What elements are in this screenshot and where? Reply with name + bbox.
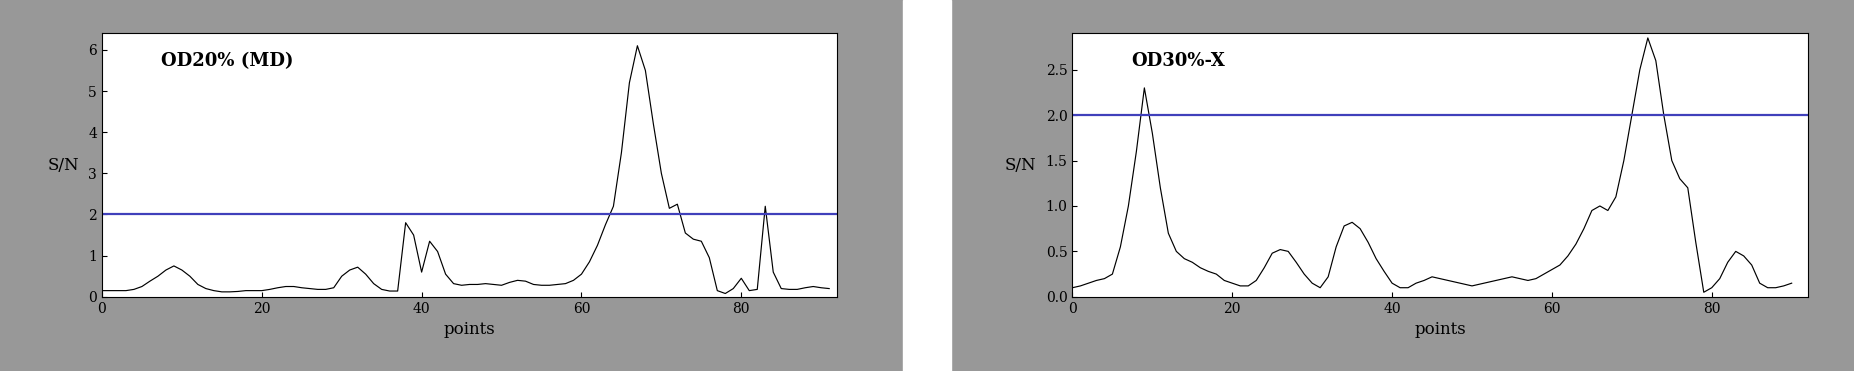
X-axis label: points: points — [1415, 321, 1467, 338]
Y-axis label: S/N: S/N — [1005, 157, 1036, 174]
Text: OD30%-X: OD30%-X — [1131, 52, 1225, 70]
X-axis label: points: points — [443, 321, 495, 338]
Y-axis label: S/N: S/N — [48, 157, 80, 174]
Text: OD20% (MD): OD20% (MD) — [161, 52, 293, 70]
